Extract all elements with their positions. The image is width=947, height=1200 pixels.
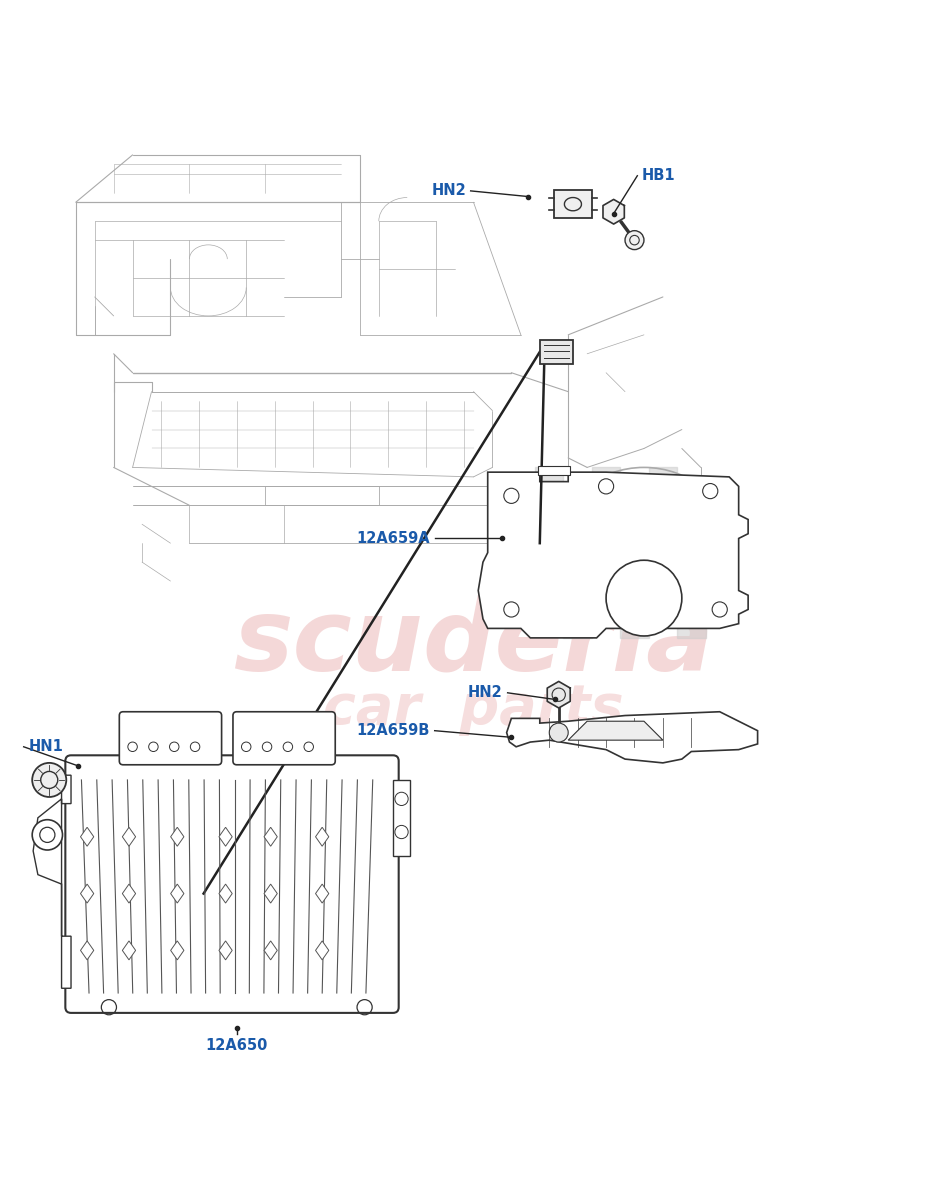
- Circle shape: [32, 763, 66, 797]
- Polygon shape: [547, 682, 570, 708]
- Bar: [649, 468, 677, 496]
- Polygon shape: [507, 712, 758, 763]
- Bar: [563, 496, 592, 524]
- Polygon shape: [170, 941, 184, 960]
- Bar: [538, 466, 570, 475]
- Bar: [677, 553, 706, 581]
- Polygon shape: [478, 472, 748, 638]
- Polygon shape: [219, 827, 232, 846]
- Bar: [563, 610, 592, 638]
- Polygon shape: [170, 827, 184, 846]
- Polygon shape: [393, 780, 410, 856]
- Text: car  parts: car parts: [323, 682, 624, 736]
- Bar: [677, 610, 706, 638]
- FancyBboxPatch shape: [233, 712, 335, 764]
- Polygon shape: [315, 884, 329, 904]
- Bar: [592, 524, 620, 553]
- Polygon shape: [122, 941, 135, 960]
- Polygon shape: [264, 941, 277, 960]
- Polygon shape: [170, 884, 184, 904]
- Polygon shape: [80, 941, 94, 960]
- Bar: [554, 190, 592, 218]
- Circle shape: [606, 560, 682, 636]
- Text: scuderia: scuderia: [233, 594, 714, 691]
- Text: HN1: HN1: [28, 739, 63, 755]
- Bar: [535, 581, 563, 610]
- Circle shape: [32, 820, 63, 850]
- FancyBboxPatch shape: [119, 712, 222, 764]
- Text: 12A659B: 12A659B: [357, 724, 430, 738]
- Text: HN2: HN2: [431, 184, 466, 198]
- Bar: [649, 524, 677, 553]
- Bar: [563, 553, 592, 581]
- Text: HB1: HB1: [642, 168, 676, 184]
- Bar: [535, 524, 563, 553]
- Polygon shape: [264, 884, 277, 904]
- Bar: [592, 468, 620, 496]
- Polygon shape: [122, 884, 135, 904]
- Polygon shape: [80, 827, 94, 846]
- Bar: [540, 340, 573, 364]
- Polygon shape: [219, 941, 232, 960]
- Text: HN2: HN2: [468, 685, 503, 701]
- Polygon shape: [219, 884, 232, 904]
- Polygon shape: [122, 827, 135, 846]
- Bar: [620, 553, 649, 581]
- Polygon shape: [603, 199, 624, 224]
- Bar: [592, 581, 620, 610]
- Bar: [535, 468, 563, 496]
- Polygon shape: [33, 775, 71, 989]
- Polygon shape: [264, 827, 277, 846]
- Polygon shape: [568, 721, 663, 740]
- Text: 12A650: 12A650: [205, 1038, 268, 1052]
- Polygon shape: [315, 941, 329, 960]
- Polygon shape: [315, 827, 329, 846]
- Bar: [677, 496, 706, 524]
- Bar: [620, 610, 649, 638]
- Circle shape: [625, 230, 644, 250]
- Text: 12A659A: 12A659A: [356, 530, 430, 546]
- Polygon shape: [80, 884, 94, 904]
- Circle shape: [549, 724, 568, 742]
- Bar: [620, 496, 649, 524]
- FancyBboxPatch shape: [65, 755, 399, 1013]
- Bar: [649, 581, 677, 610]
